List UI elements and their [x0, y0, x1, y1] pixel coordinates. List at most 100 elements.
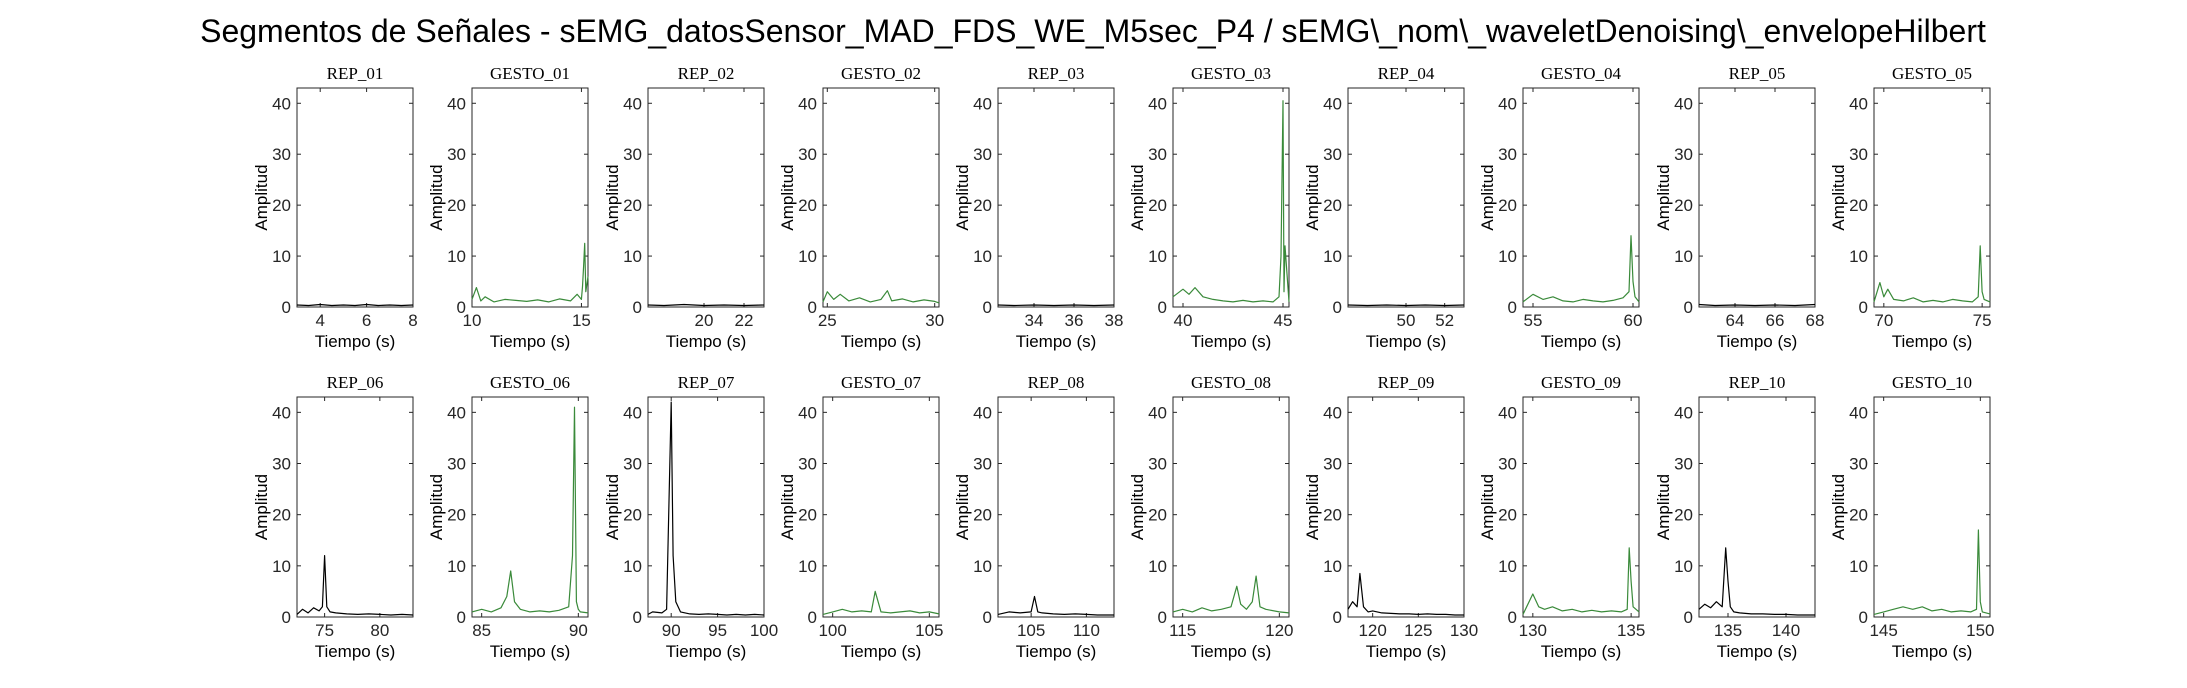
axes-frame	[997, 87, 1115, 308]
x-axis-label: Tiempo (s)	[1366, 332, 1447, 351]
y-axis-label: Amplitud	[1478, 164, 1497, 230]
y-tick-label: 40	[1849, 403, 1868, 422]
y-tick-label: 40	[1498, 94, 1517, 113]
x-axis-label: Tiempo (s)	[490, 332, 571, 351]
x-tick-label: 30	[925, 311, 944, 330]
subplot-title: GESTO_04	[1541, 64, 1621, 83]
x-tick-label: 52	[1435, 311, 1454, 330]
y-tick-label: 0	[1859, 608, 1868, 627]
x-tick-label: 90	[662, 621, 681, 640]
y-tick-label: 30	[272, 145, 291, 164]
y-tick-label: 10	[272, 557, 291, 576]
x-tick-label: 64	[1726, 311, 1745, 330]
y-tick-label: 30	[1148, 455, 1167, 474]
axes-frame	[1873, 396, 1991, 618]
signal-line	[1172, 575, 1290, 614]
y-tick-label: 30	[1849, 455, 1868, 474]
y-tick-label: 40	[1674, 403, 1693, 422]
x-tick-label: 135	[1714, 621, 1742, 640]
y-tick-label: 0	[282, 608, 291, 627]
y-tick-label: 40	[973, 403, 992, 422]
subplot-rep-01: REP_01 0 10 20 30 40 4 6 8 Tiempo (s) Amplitud	[252, 64, 418, 351]
y-tick-label: 20	[623, 506, 642, 525]
signal-line	[822, 590, 940, 615]
x-tick-label: 45	[1274, 311, 1293, 330]
y-tick-label: 30	[623, 145, 642, 164]
axes-frame	[296, 396, 414, 618]
y-axis-label: Amplitud	[1654, 164, 1673, 230]
y-tick-label: 10	[1498, 557, 1517, 576]
y-axis-label: Amplitud	[1654, 474, 1673, 540]
y-tick-label: 10	[447, 247, 466, 266]
y-tick-label: 0	[1333, 298, 1342, 317]
y-tick-label: 0	[1158, 608, 1167, 627]
x-tick-label: 120	[1265, 621, 1293, 640]
y-tick-label: 30	[447, 145, 466, 164]
y-tick-label: 10	[1498, 247, 1517, 266]
y-tick-label: 0	[1684, 298, 1693, 317]
y-axis-label: Amplitud	[427, 164, 446, 230]
subplot-title: GESTO_09	[1541, 373, 1621, 392]
x-axis-label: Tiempo (s)	[1016, 642, 1097, 661]
y-tick-label: 10	[272, 247, 291, 266]
x-tick-label: 135	[1617, 621, 1645, 640]
y-tick-label: 0	[808, 608, 817, 627]
y-tick-label: 20	[272, 506, 291, 525]
x-tick-label: 145	[1869, 621, 1897, 640]
y-tick-label: 0	[983, 608, 992, 627]
y-tick-label: 30	[1849, 145, 1868, 164]
y-tick-label: 30	[1323, 145, 1342, 164]
x-tick-label: 85	[472, 621, 491, 640]
y-tick-label: 0	[282, 298, 291, 317]
signal-line	[822, 290, 940, 304]
y-tick-label: 10	[973, 557, 992, 576]
signal-line	[1347, 572, 1464, 616]
y-tick-label: 40	[1148, 94, 1167, 113]
x-axis-label: Tiempo (s)	[315, 642, 396, 661]
x-axis-label: Tiempo (s)	[1717, 642, 1798, 661]
y-tick-label: 20	[973, 196, 992, 215]
y-tick-label: 10	[447, 557, 466, 576]
y-tick-label: 30	[447, 455, 466, 474]
y-tick-label: 10	[1323, 557, 1342, 576]
x-axis-label: Tiempo (s)	[1191, 332, 1272, 351]
y-tick-label: 40	[798, 94, 817, 113]
y-tick-label: 30	[973, 455, 992, 474]
y-tick-label: 20	[798, 196, 817, 215]
axes-frame	[1347, 87, 1465, 308]
subplot-title: GESTO_03	[1191, 64, 1271, 83]
subplot-rep-05: REP_05 0 10 20 30 40 64 66 68 Tiempo (s) Amplitud	[1654, 64, 1824, 351]
y-tick-label: 30	[798, 145, 817, 164]
x-tick-label: 20	[695, 311, 714, 330]
axes-frame	[1347, 396, 1465, 618]
y-tick-label: 20	[973, 506, 992, 525]
y-tick-label: 30	[1323, 455, 1342, 474]
x-axis-label: Tiempo (s)	[490, 642, 571, 661]
subplot-rep-08: REP_08 0 10 20 30 40 105 110 Tiempo (s) Amplitud	[953, 373, 1115, 661]
y-tick-label: 0	[808, 298, 817, 317]
y-tick-label: 20	[272, 196, 291, 215]
x-tick-label: 66	[1766, 311, 1785, 330]
x-tick-label: 68	[1806, 311, 1825, 330]
x-axis-label: Tiempo (s)	[666, 642, 747, 661]
subplot-gesto-10: GESTO_10 0 10 20 30 40 145 150 Tiempo (s) Amplitu…	[1829, 373, 1995, 661]
y-tick-label: 20	[1323, 506, 1342, 525]
x-axis-label: Tiempo (s)	[1016, 332, 1097, 351]
axes-frame	[647, 87, 765, 308]
signal-line	[296, 554, 414, 616]
subplot-title: GESTO_01	[490, 64, 570, 83]
x-tick-label: 105	[1017, 621, 1045, 640]
y-tick-label: 40	[1498, 403, 1517, 422]
subplot-title: GESTO_06	[490, 373, 570, 392]
x-tick-label: 70	[1874, 311, 1893, 330]
y-tick-label: 10	[798, 247, 817, 266]
x-tick-label: 6	[362, 311, 371, 330]
y-tick-label: 40	[272, 403, 291, 422]
subplot-rep-06: REP_06 0 10 20 30 40 75 80 Tiempo (s) Amplitud	[252, 373, 414, 661]
x-tick-label: 80	[370, 621, 389, 640]
subplot-gesto-08: GESTO_08 0 10 20 30 40 115 120 Tiempo (s) Amplitu…	[1128, 373, 1294, 661]
subplot-rep-02: REP_02 0 10 20 30 40 20 22 Tiempo (s) Amplitud	[603, 64, 765, 351]
y-tick-label: 20	[1498, 506, 1517, 525]
x-axis-label: Tiempo (s)	[1892, 332, 1973, 351]
